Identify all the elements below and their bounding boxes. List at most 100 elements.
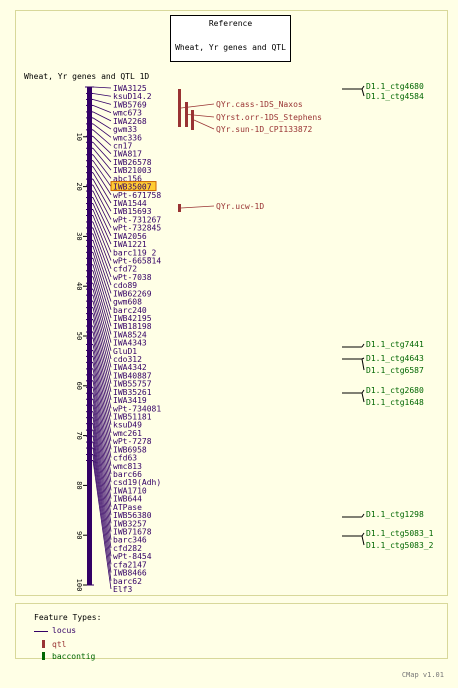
locus-label[interactable]: IWB5769 xyxy=(113,100,147,109)
locus-label[interactable]: IWB71678 xyxy=(113,528,152,537)
contig-connector xyxy=(361,389,365,394)
locus-label[interactable]: cfd282 xyxy=(113,544,142,553)
locus-label[interactable]: barc66 xyxy=(113,470,142,479)
locus-connector xyxy=(92,86,112,89)
locus-label[interactable]: IWB56380 xyxy=(113,511,152,520)
locus-connector xyxy=(92,368,112,466)
qtl-label[interactable]: QYr.cass-1DS_Naxos xyxy=(216,100,303,109)
baccontig-label[interactable]: D1.1_ctg5083_1 xyxy=(366,529,434,538)
locus-label[interactable]: IWA3125 xyxy=(113,84,147,93)
locus-label[interactable]: ATPase xyxy=(113,503,142,512)
locus-connector xyxy=(92,221,112,269)
locus-label[interactable]: ksuD14.2 xyxy=(113,92,152,101)
locus-label[interactable]: IWB6958 xyxy=(113,445,147,454)
baccontig-label[interactable]: D1.1_ctg7441 xyxy=(366,340,424,349)
locus-label[interactable]: cdo89 xyxy=(113,281,137,290)
locus-connector xyxy=(92,313,112,392)
baccontig-label[interactable]: D1.1_ctg1648 xyxy=(366,398,424,407)
axis-tick-label: 90 xyxy=(75,531,83,539)
locus-label[interactable]: cfd72 xyxy=(113,265,137,274)
locus-label[interactable]: IWB35007 xyxy=(113,183,152,192)
locus-label[interactable]: IWB40887 xyxy=(113,371,152,380)
locus-label[interactable]: IWA1710 xyxy=(113,486,147,495)
locus-label[interactable]: IWA4343 xyxy=(113,339,147,348)
baccontig-label[interactable]: D1.1_ctg4643 xyxy=(366,354,424,363)
locus-label[interactable]: barc240 xyxy=(113,306,147,315)
locus-label[interactable]: wmc261 xyxy=(113,429,142,438)
locus-label[interactable]: wPt-665814 xyxy=(113,256,161,265)
locus-label[interactable]: wmc813 xyxy=(113,462,142,471)
locus-connector xyxy=(92,436,112,557)
reference-map-name[interactable]: Wheat, Yr genes and QTL xyxy=(175,43,286,52)
qtl-label[interactable]: QYr.ucw-1D xyxy=(216,202,264,211)
locus-label[interactable]: wPt-7038 xyxy=(113,273,152,282)
locus-label[interactable]: Elf3 xyxy=(113,585,132,594)
qtl-bar[interactable] xyxy=(178,89,181,127)
baccontig-label[interactable]: D1.1_ctg6587 xyxy=(366,366,424,375)
locus-connector xyxy=(92,142,112,163)
locus-label[interactable]: barc119_2 xyxy=(113,248,157,257)
locus-label[interactable]: IWA2268 xyxy=(113,117,147,126)
locus-label[interactable]: gwm608 xyxy=(113,298,142,307)
locus-label[interactable]: IWB8466 xyxy=(113,569,147,578)
locus-label[interactable]: cfd63 xyxy=(113,454,137,463)
locus-connector xyxy=(92,117,112,130)
locus-label[interactable]: IWB51181 xyxy=(113,413,152,422)
locus-label[interactable]: IWB62269 xyxy=(113,289,152,298)
locus-label[interactable]: cfa2147 xyxy=(113,560,147,569)
qtl-label[interactable]: QYr.sun-1D_CPI133872 xyxy=(216,125,313,134)
locus-label[interactable]: gwm33 xyxy=(113,125,137,134)
qtl-bar[interactable] xyxy=(191,110,194,130)
locus-label[interactable]: IWB21003 xyxy=(113,166,152,175)
qtl-label[interactable]: QYrst.orr-1DS_Stephens xyxy=(216,113,322,122)
legend-title: Feature Types: xyxy=(34,613,102,622)
baccontig-label[interactable]: D1.1_ctg4584 xyxy=(366,92,424,101)
locus-label[interactable]: IWA4342 xyxy=(113,363,147,372)
reference-box[interactable]: Reference Wheat, Yr genes and QTL xyxy=(170,15,291,62)
locus-label[interactable]: wPt-8454 xyxy=(113,552,152,561)
locus-label[interactable]: IWA3419 xyxy=(113,396,147,405)
legend-locus-label: locus xyxy=(52,626,77,635)
qtl-bar[interactable] xyxy=(185,102,188,127)
baccontig-label[interactable]: D1.1_ctg2680 xyxy=(366,386,424,395)
locus-label[interactable]: wPt-732845 xyxy=(113,224,161,233)
locus-label[interactable]: cn17 xyxy=(113,141,132,150)
map-title[interactable]: Wheat, Yr genes and QTL 1D xyxy=(24,72,149,81)
locus-label[interactable]: barc346 xyxy=(113,536,147,545)
locus-label[interactable]: IWB26578 xyxy=(113,158,152,167)
locus-label[interactable]: IWB35261 xyxy=(113,388,152,397)
locus-label[interactable]: wmc673 xyxy=(113,109,142,118)
locus-label[interactable]: cdo312 xyxy=(113,355,142,364)
locus-label[interactable]: ksuD49 xyxy=(113,421,142,430)
locus-label[interactable]: IWA2056 xyxy=(113,232,147,241)
baccontig-label[interactable]: D1.1_ctg5083_2 xyxy=(366,541,434,550)
locus-label[interactable]: IWB55757 xyxy=(113,380,152,389)
locus-label[interactable]: IWB15693 xyxy=(113,207,152,216)
locus-label[interactable]: wPt-734081 xyxy=(113,404,161,413)
locus-connector xyxy=(92,270,112,335)
locus-label[interactable]: wPt-731267 xyxy=(113,215,161,224)
locus-label[interactable]: IWA817 xyxy=(113,150,142,159)
qtl-bar[interactable] xyxy=(178,204,181,212)
chromosome-bar[interactable] xyxy=(87,87,92,585)
locus-label[interactable]: IWB42195 xyxy=(113,314,152,323)
locus-connector xyxy=(92,166,112,195)
locus-label[interactable]: IWB18198 xyxy=(113,322,152,331)
locus-label[interactable]: wPt-671758 xyxy=(113,191,161,200)
locus-label[interactable]: GluD1 xyxy=(113,347,137,356)
locus-connector xyxy=(92,123,112,138)
locus-label[interactable]: barc62 xyxy=(113,577,142,586)
locus-label[interactable]: IWA1221 xyxy=(113,240,147,249)
locus-label[interactable]: wmc336 xyxy=(113,133,142,142)
locus-connector xyxy=(92,252,112,310)
axis-tick-label: 100 xyxy=(75,579,83,592)
locus-label[interactable]: IWB644 xyxy=(113,495,142,504)
locus-label[interactable]: IWA8524 xyxy=(113,330,147,339)
locus-label[interactable]: IWA1544 xyxy=(113,199,147,208)
locus-label[interactable]: wPt-7278 xyxy=(113,437,152,446)
locus-label[interactable]: csd19(Adh) xyxy=(113,478,161,487)
locus-label[interactable]: abc156 xyxy=(113,174,142,183)
baccontig-label[interactable]: D1.1_ctg1298 xyxy=(366,510,424,519)
baccontig-label[interactable]: D1.1_ctg4680 xyxy=(366,82,424,91)
locus-label[interactable]: IWB3257 xyxy=(113,519,147,528)
